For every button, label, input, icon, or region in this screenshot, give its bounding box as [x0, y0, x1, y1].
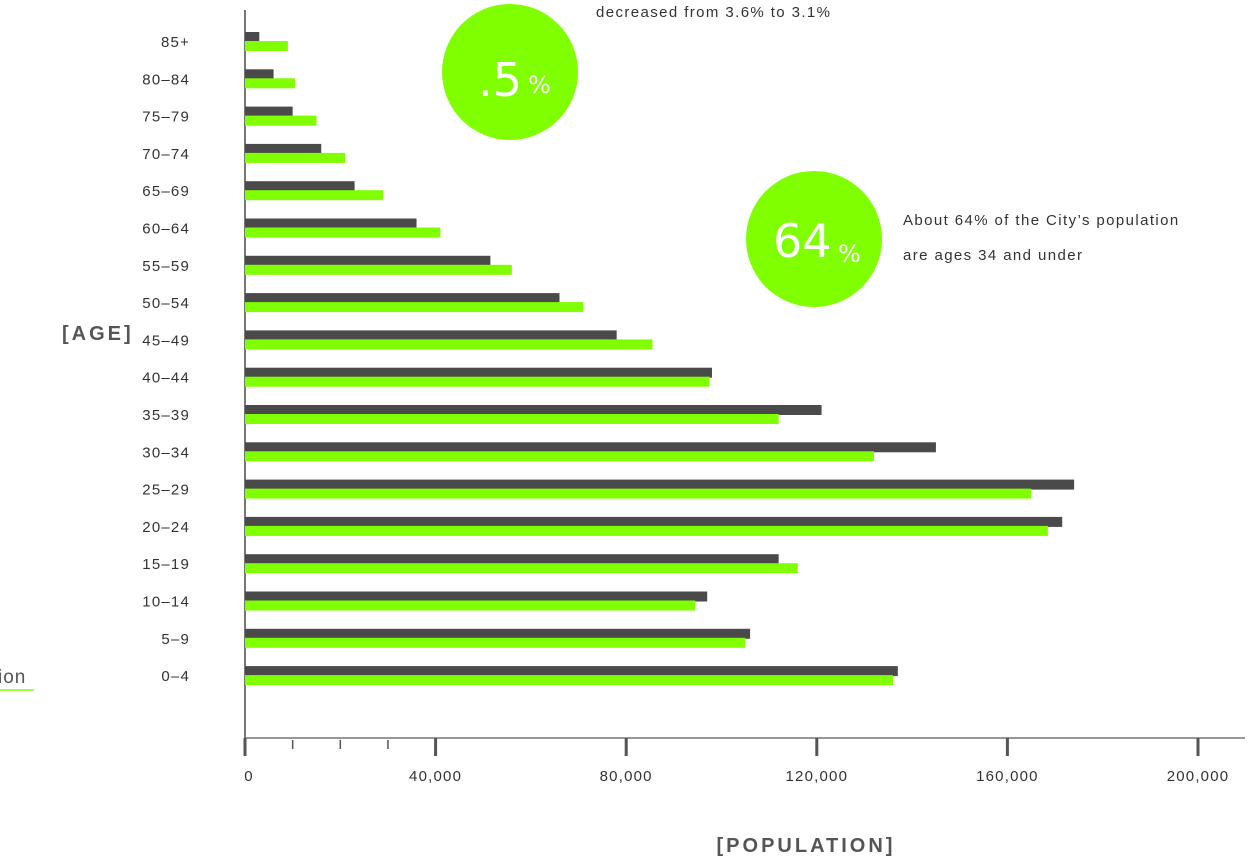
- bar-dark: [245, 181, 355, 192]
- bar-green: [245, 115, 317, 126]
- callout-circle1-value: .5: [478, 53, 522, 107]
- bar-green: [245, 78, 296, 89]
- bar-green: [245, 414, 779, 424]
- bar-green: [245, 525, 1048, 536]
- bar-green: [245, 600, 696, 611]
- bar-dark: [245, 106, 293, 117]
- category-label: 20–24: [142, 519, 190, 536]
- bars-group: [245, 32, 1075, 686]
- bar-dark: [245, 666, 898, 677]
- category-label: 50–54: [142, 295, 190, 312]
- category-label: 45–49: [142, 332, 190, 349]
- bar-green: [245, 451, 874, 462]
- x-tick-label: 160,000: [976, 768, 1039, 785]
- callout-circle-64-percent: [746, 171, 882, 307]
- category-label: 80–84: [142, 71, 190, 88]
- y-axis-title: [AGE]: [62, 323, 134, 345]
- bar-dark: [245, 442, 936, 453]
- bar-green: [245, 563, 798, 574]
- bar-dark: [245, 218, 417, 229]
- callout-side-text-line2: are ages 34 and under: [903, 247, 1083, 264]
- bar-green: [245, 227, 441, 238]
- category-label: 0–4: [161, 668, 190, 685]
- category-label: 5–9: [161, 631, 190, 648]
- category-label: 15–19: [142, 556, 190, 573]
- bar-dark: [245, 293, 560, 304]
- x-tick-label: 80,000: [600, 768, 653, 785]
- bar-green: [245, 41, 288, 51]
- bar-green: [245, 152, 346, 163]
- bar-dark: [245, 32, 260, 42]
- x-tick-label: 200,000: [1167, 768, 1230, 785]
- category-label: 60–64: [142, 221, 190, 238]
- bar-dark: [245, 554, 779, 565]
- bar-dark: [245, 69, 274, 80]
- category-label: 40–44: [142, 370, 190, 387]
- edge-fragment-text: ion: [0, 667, 26, 688]
- bar-green: [245, 190, 384, 201]
- category-label: 85+: [161, 34, 190, 51]
- category-label: 70–74: [142, 146, 190, 163]
- x-tick-label: 40,000: [409, 768, 462, 785]
- bar-green: [245, 488, 1032, 499]
- bar-dark: [245, 143, 322, 154]
- category-label: 25–29: [142, 482, 190, 499]
- callout-circle-half-percent: [442, 4, 578, 140]
- bar-dark: [245, 330, 617, 341]
- category-label: 75–79: [142, 109, 190, 126]
- bar-dark: [245, 628, 751, 639]
- bar-green: [245, 637, 746, 648]
- bar-dark: [245, 405, 822, 415]
- category-label: 65–69: [142, 183, 190, 200]
- callout-circle1-unit: %: [528, 71, 551, 99]
- category-label: 10–14: [142, 594, 190, 611]
- callout-top-text: decreased from 3.6% to 3.1%: [596, 4, 831, 21]
- x-ticks: 0 40,000 80,000 120,000 160,000 200,000: [243, 738, 1230, 785]
- category-label: 55–59: [142, 258, 190, 275]
- bar-green: [245, 264, 512, 275]
- x-tick-label: 120,000: [785, 768, 848, 785]
- category-label: 30–34: [142, 444, 190, 461]
- bar-dark: [245, 516, 1063, 527]
- category-label: 35–39: [142, 407, 190, 424]
- bar-green: [245, 376, 710, 387]
- bar-green: [245, 302, 584, 313]
- bar-dark: [245, 255, 491, 266]
- x-tick-label: 0: [244, 768, 254, 785]
- x-axis-title: [POPULATION]: [717, 835, 896, 857]
- callout-side-text-line1: About 64% of the City’s population: [903, 212, 1180, 229]
- callout-circle2-unit: %: [838, 240, 861, 268]
- callout-circle2-value: 64: [773, 214, 832, 268]
- category-labels: 85+ 80–84 75–79 70–74 65–69 60–64 55–59 50–54 45…: [142, 34, 190, 685]
- bar-green: [245, 675, 894, 686]
- bar-green: [245, 339, 653, 350]
- bar-dark: [245, 591, 708, 602]
- bar-dark: [245, 367, 712, 378]
- bar-dark: [245, 479, 1075, 490]
